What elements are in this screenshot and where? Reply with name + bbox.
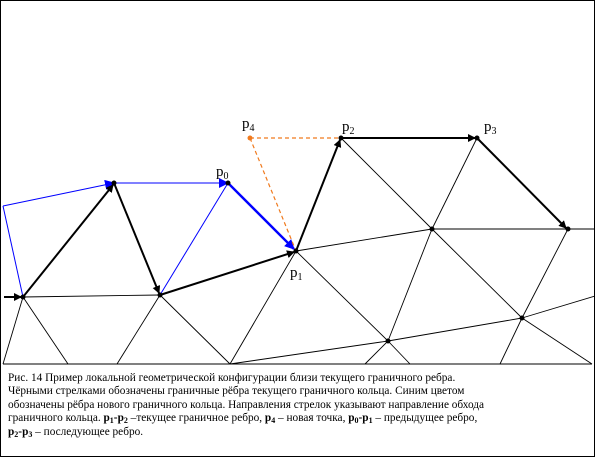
label-p1: p1 [290, 265, 303, 283]
label-p2: p2 [342, 119, 355, 137]
label-p3: p3 [484, 119, 497, 137]
boundary-edges [4, 134, 567, 301]
new-point-marker [247, 135, 253, 141]
caption-line-4: граничного кольца. p1-p2 –текущее гранич… [8, 412, 478, 426]
caption-line-5: p2-p3 – последующее ребро. [8, 425, 144, 439]
label-p4: p4 [242, 116, 255, 134]
mesh-vertices [20, 135, 571, 344]
new-point-edges [249, 137, 341, 252]
new-ring-edges [2, 178, 295, 298]
mesh-edges [2, 137, 595, 365]
caption-line-3: обозначены рёбра нового граничного кольц… [8, 398, 485, 411]
caption-line-2: Чёрными стрелками обозначены граничные р… [8, 385, 465, 398]
figure-caption: Рис. 14 Пример локальной геометрической … [8, 372, 588, 439]
label-p0: p0 [216, 164, 229, 182]
caption-line-1: Рис. 14 Пример локальной геометрической … [8, 372, 456, 384]
